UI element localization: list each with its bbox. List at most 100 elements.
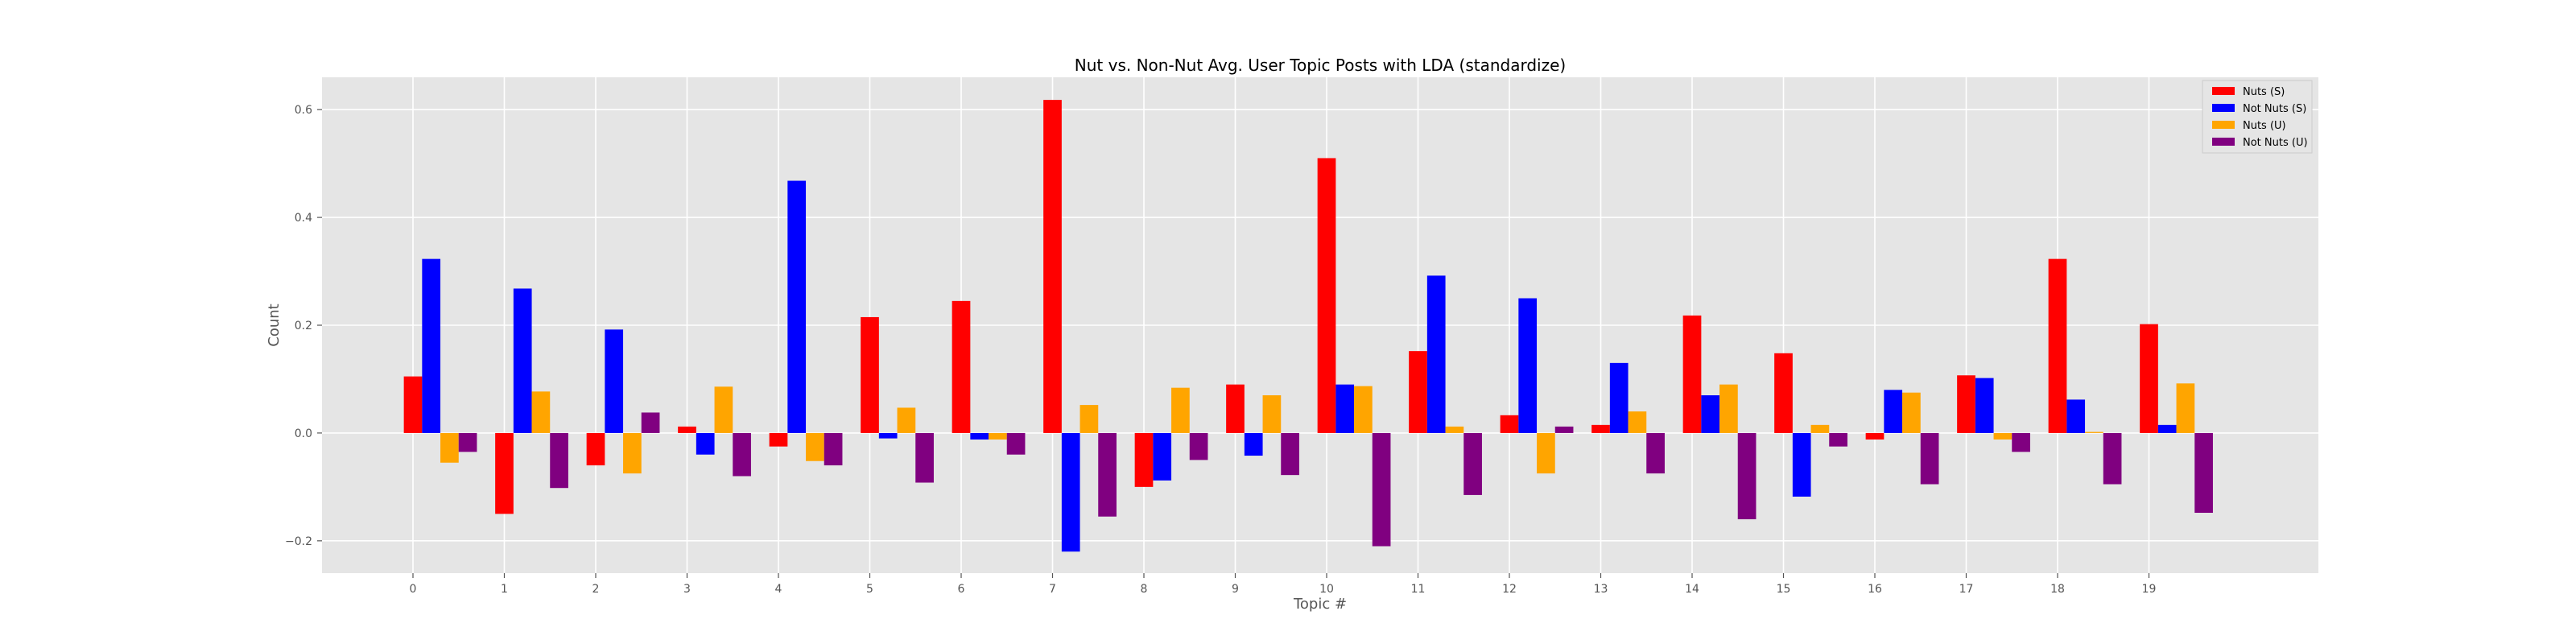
bar (897, 407, 916, 433)
bar (1134, 432, 1154, 487)
bars (403, 100, 2213, 552)
bar (1061, 432, 1080, 552)
bar (1591, 424, 1610, 433)
bar (440, 432, 459, 463)
bar (1737, 432, 1757, 520)
legend-swatch (2212, 104, 2235, 112)
bar (2194, 432, 2213, 514)
bar (1372, 432, 1391, 547)
bar (678, 426, 696, 433)
legend-label: Not Nuts (S) (2243, 103, 2306, 115)
bar (1098, 432, 1117, 517)
chart-title: Nut vs. Non-Nut Avg. User Topic Posts wi… (1075, 56, 1566, 75)
bar (1281, 432, 1299, 476)
bar (970, 432, 989, 440)
bar (1719, 384, 1738, 433)
bar (1865, 432, 1885, 440)
x-tick-label: 4 (775, 583, 782, 596)
bar (1354, 386, 1373, 433)
bar (1244, 432, 1263, 456)
bar (696, 432, 715, 455)
bar (824, 432, 843, 466)
bar (1080, 405, 1099, 433)
bar (550, 432, 568, 489)
y-tick-label: 0.2 (295, 320, 312, 332)
bar (1920, 432, 1939, 485)
bar (1993, 432, 2013, 440)
bar (1810, 424, 1830, 433)
x-tick-label: 14 (1685, 583, 1699, 596)
bar (1043, 100, 1062, 433)
bar (2085, 431, 2103, 433)
bar (1628, 411, 1647, 433)
bar (1500, 415, 1519, 433)
bar (605, 329, 624, 433)
bar (2066, 399, 2086, 433)
y-tick-label: −0.2 (285, 535, 312, 548)
bar (1445, 426, 1464, 433)
bar (1829, 432, 1847, 447)
bar (495, 432, 514, 514)
bar (733, 432, 751, 477)
bar (989, 432, 1007, 440)
bar (861, 316, 879, 433)
bar (714, 386, 733, 433)
bar (1171, 387, 1190, 433)
legend-label: Nuts (S) (2243, 86, 2285, 98)
bar (1682, 315, 1702, 433)
x-tick-label: 6 (958, 583, 965, 596)
bar (1701, 395, 1720, 433)
y-tick-label: 0.0 (295, 427, 312, 440)
y-tick-label: 0.4 (295, 212, 312, 225)
x-tick-label: 5 (866, 583, 873, 596)
bar (806, 432, 824, 461)
bar (1335, 384, 1355, 433)
bar (952, 300, 971, 433)
bar (2103, 432, 2122, 485)
bar (878, 432, 898, 439)
bar (1153, 432, 1172, 481)
x-tick-label: 13 (1594, 583, 1608, 596)
bar (1609, 362, 1629, 433)
bar (2048, 258, 2067, 433)
x-ticks: 0 1 2 3 4 5 6 7 8 9 10 11 12 13 14 15 16 17 18 19 (410, 573, 2157, 596)
x-tick-label: 17 (1959, 583, 1974, 596)
bar (1409, 351, 1427, 433)
bar (915, 432, 934, 483)
bar (1554, 426, 1574, 433)
bar (1957, 375, 1975, 433)
x-tick-label: 9 (1232, 583, 1239, 596)
bar (1426, 275, 1446, 433)
y-ticks: −0.2 0.0 0.2 0.4 0.6 (285, 104, 322, 548)
x-tick-label: 10 (1319, 583, 1334, 596)
bar (1902, 392, 1921, 433)
x-tick-label: 11 (1411, 583, 1426, 596)
bar (2157, 424, 2177, 433)
bar (422, 258, 441, 433)
bar (513, 288, 532, 433)
bar (2176, 383, 2195, 433)
bar (1792, 432, 1811, 497)
x-tick-label: 0 (410, 583, 417, 596)
bar (1537, 432, 1555, 474)
x-tick-label: 1 (501, 583, 508, 596)
bar (1518, 298, 1538, 433)
x-axis-label: Topic # (1293, 596, 1347, 613)
legend-swatch (2212, 121, 2235, 129)
y-tick-label: 0.6 (295, 104, 312, 117)
x-tick-label: 8 (1141, 583, 1148, 596)
bar (1189, 432, 1208, 460)
x-tick-label: 16 (1868, 583, 1882, 596)
bar (1463, 432, 1482, 495)
bar (769, 432, 788, 447)
x-tick-label: 18 (2050, 583, 2065, 596)
bar (2140, 324, 2158, 433)
legend-swatch (2212, 138, 2235, 146)
bar (1006, 432, 1026, 455)
bar (1317, 158, 1336, 433)
bar (787, 180, 807, 433)
x-tick-label: 19 (2142, 583, 2157, 596)
bar (1884, 390, 1903, 433)
bar (586, 432, 605, 466)
